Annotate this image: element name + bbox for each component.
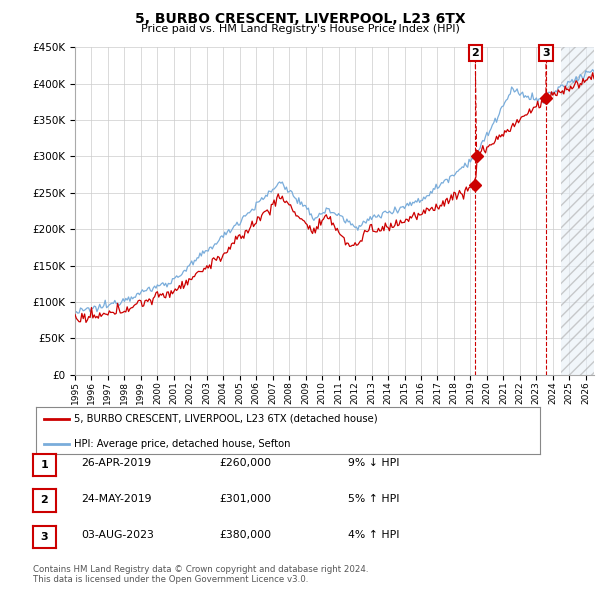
Text: 9% ↓ HPI: 9% ↓ HPI [348,458,400,468]
Text: 5% ↑ HPI: 5% ↑ HPI [348,494,400,503]
Text: Price paid vs. HM Land Registry's House Price Index (HPI): Price paid vs. HM Land Registry's House … [140,24,460,34]
Text: £301,000: £301,000 [219,494,271,503]
Text: £260,000: £260,000 [219,458,271,468]
Text: 3: 3 [41,532,48,542]
Text: HPI: Average price, detached house, Sefton: HPI: Average price, detached house, Seft… [74,439,290,449]
Text: 24-MAY-2019: 24-MAY-2019 [81,494,151,503]
Text: 26-APR-2019: 26-APR-2019 [81,458,151,468]
Text: £380,000: £380,000 [219,530,271,540]
Text: 2: 2 [41,496,48,505]
Text: 1: 1 [41,460,48,470]
Text: 3: 3 [542,48,550,96]
Bar [561,47,594,375]
Text: 4% ↑ HPI: 4% ↑ HPI [348,530,400,540]
Text: 5, BURBO CRESCENT, LIVERPOOL, L23 6TX (detached house): 5, BURBO CRESCENT, LIVERPOOL, L23 6TX (d… [74,414,377,424]
Text: 2: 2 [472,48,479,153]
Text: 03-AUG-2023: 03-AUG-2023 [81,530,154,540]
Text: Contains HM Land Registry data © Crown copyright and database right 2024.
This d: Contains HM Land Registry data © Crown c… [33,565,368,584]
Text: 5, BURBO CRESCENT, LIVERPOOL, L23 6TX: 5, BURBO CRESCENT, LIVERPOOL, L23 6TX [134,12,466,26]
